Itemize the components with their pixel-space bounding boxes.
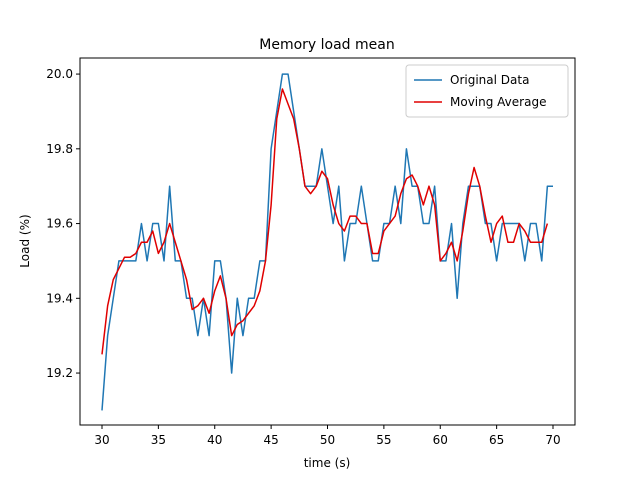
y-tick-label: 19.2 (46, 366, 73, 380)
x-tick-label: 50 (320, 433, 335, 447)
chart-title: Memory load mean (259, 37, 394, 53)
legend-label: Moving Average (450, 95, 546, 109)
x-tick-label: 60 (433, 433, 448, 447)
plot-frame (79, 57, 576, 426)
legend-label: Original Data (450, 73, 529, 87)
x-tick-label: 45 (263, 433, 278, 447)
x-tick-label: 35 (151, 433, 166, 447)
y-tick-label: 19.6 (46, 217, 73, 231)
data-line (101, 88, 549, 355)
x-tick-label: 30 (94, 433, 109, 447)
x-tick-label: 65 (489, 433, 504, 447)
x-tick-label: 40 (207, 433, 222, 447)
x-tick-label: 55 (376, 433, 391, 447)
y-tick-label: 19.8 (46, 142, 73, 156)
y-tick-label: 20.0 (46, 67, 73, 81)
y-tick-label: 19.4 (46, 291, 73, 305)
legend-box (405, 64, 569, 118)
x-axis-label: time (s) (304, 456, 351, 470)
y-axis-label: Load (%) (18, 214, 32, 267)
data-line (101, 73, 554, 411)
x-tick-label: 70 (545, 433, 560, 447)
